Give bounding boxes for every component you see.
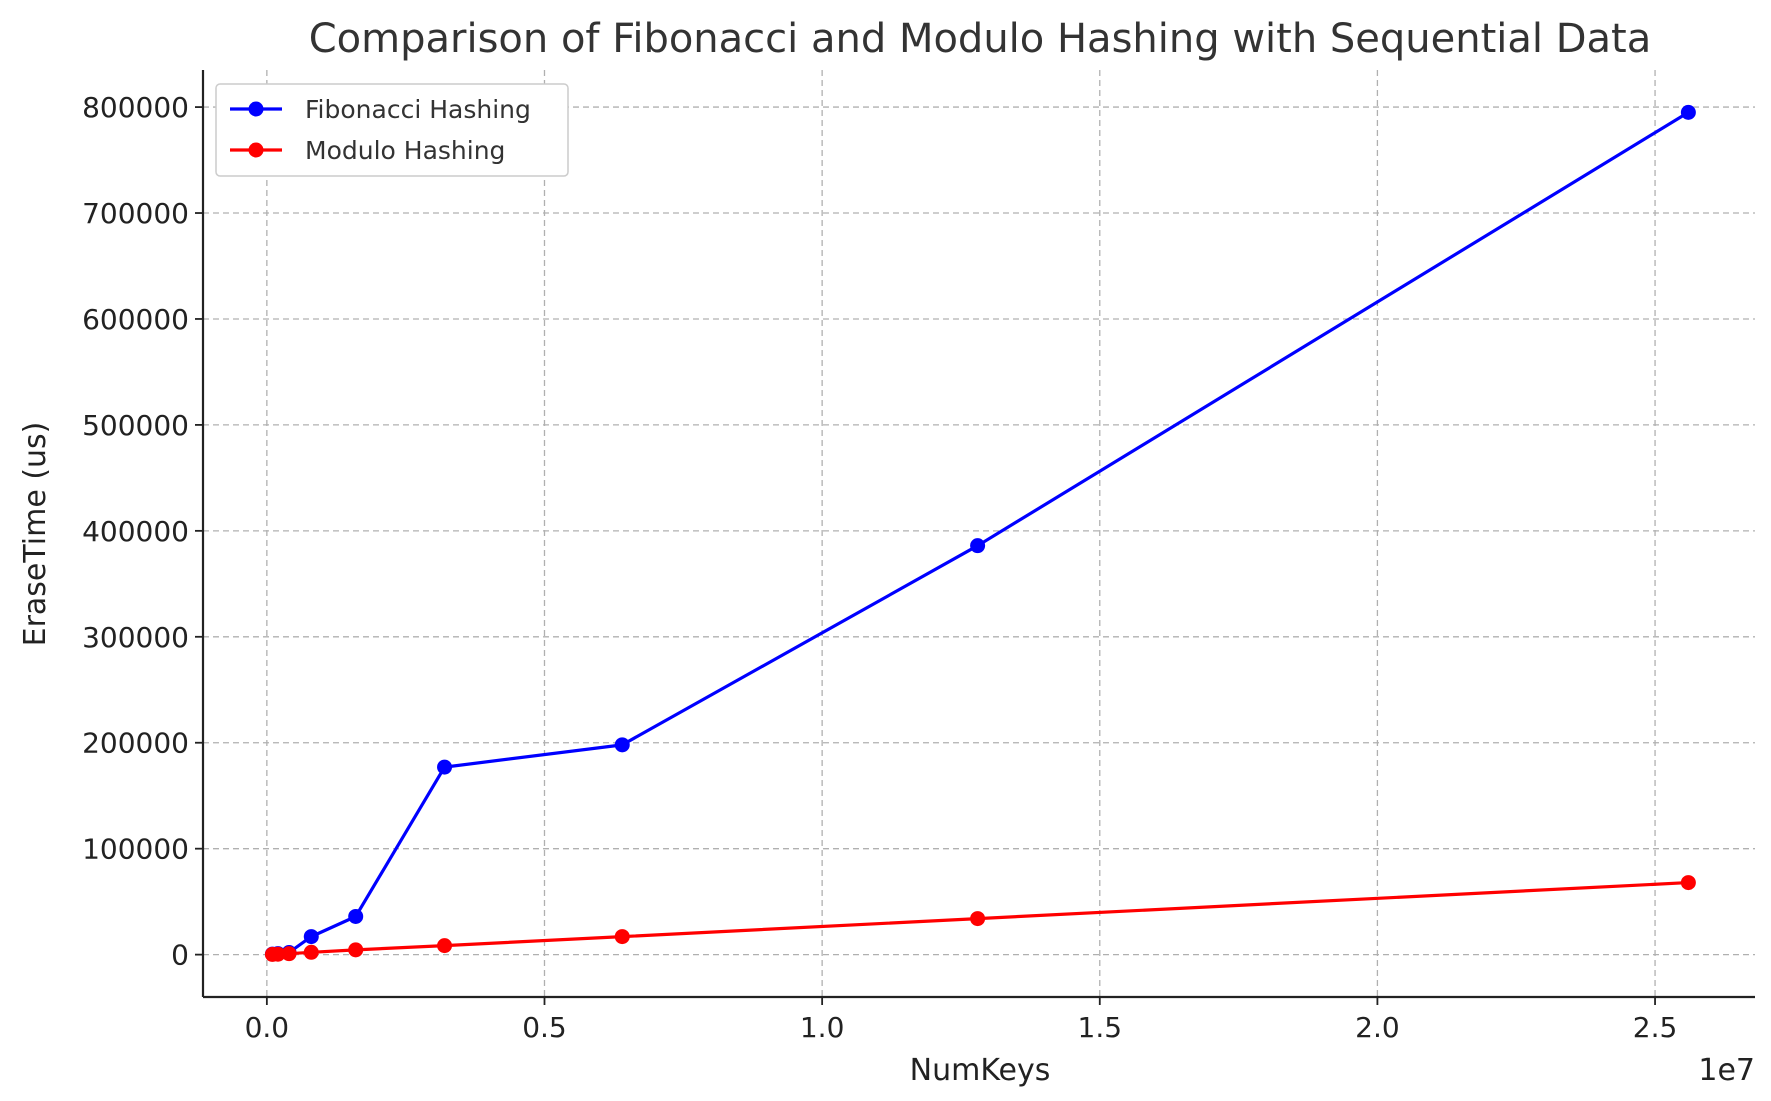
data-point <box>303 929 319 945</box>
y-tick-label: 100000 <box>82 833 189 866</box>
x-tick-label: 2.0 <box>1355 1011 1400 1044</box>
legend-swatch-marker <box>248 142 264 158</box>
x-tick-label: 0.5 <box>522 1011 567 1044</box>
y-tick-label: 0 <box>171 939 189 972</box>
y-tick-label: 600000 <box>82 303 189 336</box>
series-0 <box>264 104 1696 962</box>
x-axis-ticks: 0.0 0.5 1.0 1.5 2.0 2.5 <box>245 997 1678 1044</box>
x-tick-label: 0.0 <box>245 1011 290 1044</box>
x-axis-offset-text: 1e7 <box>1698 1053 1755 1088</box>
x-tick-label: 1.5 <box>1078 1011 1123 1044</box>
chart-title: Comparison of Fibonacci and Modulo Hashi… <box>309 16 1652 62</box>
y-tick-label: 500000 <box>82 409 189 442</box>
y-tick-label: 400000 <box>82 515 189 548</box>
x-tick-label: 2.5 <box>1633 1011 1678 1044</box>
y-tick-label: 300000 <box>82 621 189 654</box>
data-point <box>303 944 319 960</box>
data-point <box>970 538 986 554</box>
data-point <box>970 911 986 927</box>
x-tick-label: 1.0 <box>800 1011 845 1044</box>
data-point <box>1680 875 1696 891</box>
data-point <box>437 759 453 775</box>
data-point <box>270 946 286 962</box>
grid <box>203 70 1755 997</box>
legend-label: Modulo Hashing <box>305 136 505 165</box>
y-axis-ticks: 0 100000 200000 300000 400000 500000 600000 700… <box>82 91 203 972</box>
y-axis-label: EraseTime (us) <box>18 422 53 647</box>
data-point <box>1680 104 1696 120</box>
data-point <box>281 946 297 962</box>
y-tick-label: 200000 <box>82 727 189 760</box>
data-point <box>614 929 630 945</box>
legend-label: Fibonacci Hashing <box>305 95 531 124</box>
data-point <box>348 908 364 924</box>
series-1 <box>264 875 1696 962</box>
y-tick-label: 800000 <box>82 91 189 124</box>
legend: Fibonacci Hashing Modulo Hashing <box>215 83 569 177</box>
x-axis-label: NumKeys <box>910 1053 1051 1088</box>
series-layer <box>264 104 1696 962</box>
data-point <box>348 942 364 958</box>
data-point <box>437 938 453 954</box>
legend-box <box>215 83 569 177</box>
y-tick-label: 700000 <box>82 197 189 230</box>
legend-swatch-marker <box>248 101 264 117</box>
axes-frame <box>201 70 1755 999</box>
data-point <box>614 737 630 753</box>
series-line <box>272 111 1690 956</box>
